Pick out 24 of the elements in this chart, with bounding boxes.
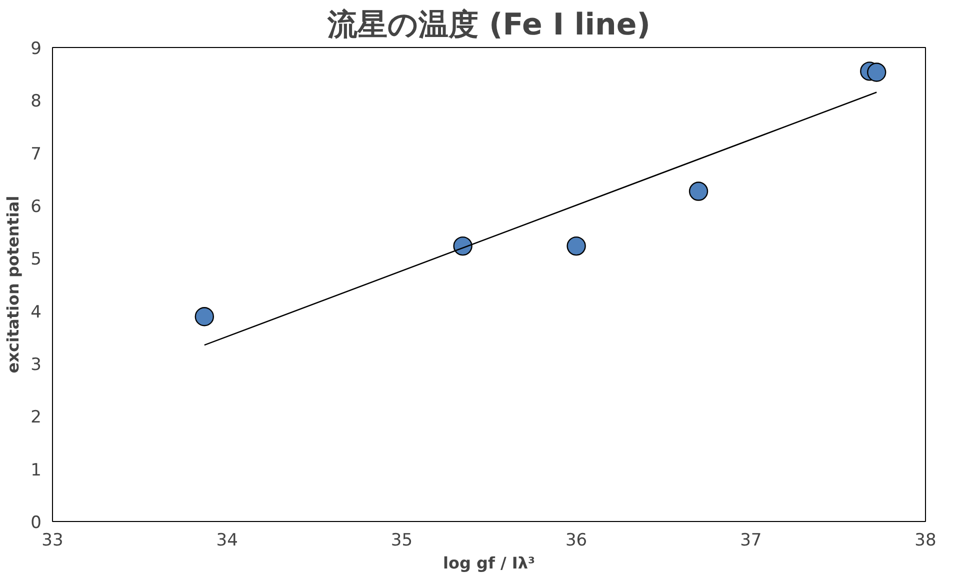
y-tick-label: 6 — [30, 197, 42, 217]
y-axis-title: excitation potential — [4, 196, 23, 374]
point — [194, 307, 214, 326]
y-tick-label: 9 — [30, 39, 42, 59]
x-axis-title: log gf / Iλ³ — [443, 554, 535, 572]
x-tick-label: 35 — [390, 530, 413, 550]
x-tick-label: 38 — [914, 530, 936, 550]
x-tick-label: 33 — [42, 530, 64, 550]
x-tick-label: 37 — [740, 530, 762, 550]
y-tick-label: 7 — [30, 144, 42, 164]
x-tick-label: 34 — [216, 530, 238, 550]
point — [688, 182, 708, 201]
point — [453, 236, 472, 256]
y-tick-label: 8 — [30, 92, 42, 112]
y-tick-label: 3 — [30, 355, 42, 375]
y-tick-label: 4 — [30, 302, 42, 322]
y-tick-label: 2 — [30, 408, 42, 428]
point — [566, 236, 586, 256]
y-tick-label: 0 — [30, 513, 42, 533]
chart-title: 流星の温度 (Fe I line) — [326, 8, 650, 42]
point — [867, 62, 886, 82]
y-tick-label: 1 — [30, 460, 42, 480]
x-tick-label: 36 — [565, 530, 588, 550]
y-tick-label: 5 — [30, 250, 42, 270]
